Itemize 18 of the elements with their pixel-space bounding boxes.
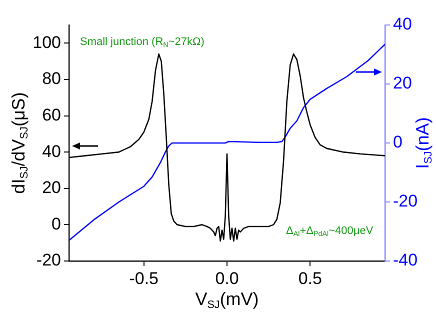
x-axis-title: V$_{SJ}$(mV) [195,289,259,312]
y-tick-label: 40 [42,142,61,161]
y2-tick-label: -20 [393,192,418,211]
x-tick-label: -0.5 [129,268,158,288]
y-tick-label: -20 [36,250,61,270]
y2-tick-label: 40 [393,14,412,34]
y-tick-label: 20 [42,178,61,198]
y2-tick-label: -40 [393,250,418,270]
y2-tick-label: 0 [393,132,402,152]
y-tick-label: 100 [32,32,61,52]
annotation: Δ$_{Al}$+Δ$_{PdAl}$~400μeV [286,225,374,238]
x-tick-label: 0.5 [298,268,322,288]
y-tick-label: 60 [42,105,61,124]
y-tick-label: 80 [42,69,61,88]
annotation: Small junction (R$_{N}$~27kΩ) [80,36,204,50]
y-tick-label: 0 [52,214,61,234]
y2-tick-label: 20 [393,74,412,93]
x-tick-label: 0.0 [215,268,239,288]
